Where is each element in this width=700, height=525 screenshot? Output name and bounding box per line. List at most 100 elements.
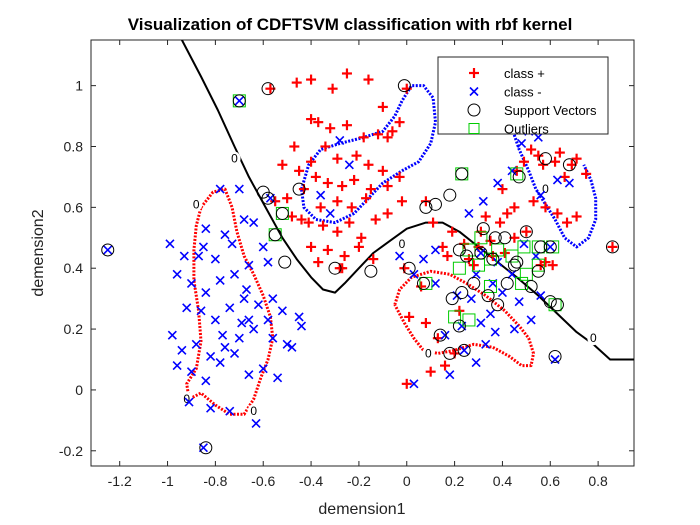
axis-ticks: -1.2 -1 -0.8 -0.6 -0.4 -0.2 0 0.2 0.4 0.6 0.8 -0.2 0… bbox=[59, 40, 634, 489]
legend-label: Support Vectors bbox=[504, 103, 597, 118]
class-minus-point bbox=[251, 418, 261, 428]
class-minus-point bbox=[325, 208, 335, 219]
class-minus-point bbox=[497, 287, 508, 298]
class-minus-point bbox=[282, 339, 292, 349]
class-minus-point bbox=[273, 373, 283, 383]
class-minus-point bbox=[536, 190, 546, 200]
contour-line-minus bbox=[393, 269, 535, 368]
legend-label: class - bbox=[504, 85, 542, 100]
class-minus-point bbox=[177, 345, 187, 355]
class-minus-point bbox=[526, 315, 536, 325]
support-vector-point bbox=[443, 188, 457, 202]
support-vector-point bbox=[548, 349, 562, 363]
class-minus-point bbox=[167, 330, 177, 340]
x-tick-label: 0.6 bbox=[541, 473, 561, 489]
class-minus-point bbox=[241, 284, 252, 295]
support-vector-point bbox=[455, 286, 469, 300]
class-minus-point bbox=[440, 330, 450, 340]
outlier-point bbox=[515, 276, 529, 290]
support-vector-point bbox=[538, 152, 552, 166]
outlier-point bbox=[452, 261, 466, 275]
class-minus-point bbox=[198, 242, 208, 252]
class-minus-point bbox=[517, 138, 527, 149]
x-tick-label: 0.4 bbox=[493, 473, 513, 489]
contour-label: 0 bbox=[399, 237, 406, 251]
class-minus-point bbox=[564, 178, 574, 188]
class-minus-point bbox=[493, 178, 503, 188]
support-vector-point bbox=[512, 170, 526, 184]
support-vector-point bbox=[562, 158, 576, 172]
class-minus-point bbox=[545, 242, 555, 252]
contour-label-bg bbox=[587, 331, 600, 346]
class-minus-point bbox=[244, 315, 254, 325]
x-tick-label: -0.8 bbox=[203, 473, 227, 489]
class-minus-point bbox=[215, 184, 225, 194]
class-minus-point bbox=[258, 364, 268, 374]
outlier-point bbox=[483, 279, 497, 293]
support-vector-point bbox=[101, 243, 115, 257]
class-minus-point bbox=[263, 257, 273, 267]
support-vector-point bbox=[488, 231, 502, 245]
support-vector-point bbox=[232, 94, 246, 108]
class-minus-point bbox=[244, 370, 254, 380]
support-vector-point bbox=[486, 252, 500, 266]
contour-label-bg bbox=[422, 346, 435, 361]
class-minus-point bbox=[481, 339, 491, 349]
class-minus-point bbox=[296, 321, 307, 331]
support-vector-point bbox=[261, 191, 275, 205]
support-vector-point bbox=[467, 276, 481, 290]
class-minus-point bbox=[268, 333, 278, 343]
support-vector-point bbox=[507, 258, 521, 272]
contour-line-minus bbox=[185, 187, 275, 416]
contour-label-bg bbox=[247, 404, 260, 419]
class-minus-point bbox=[485, 309, 496, 319]
class-minus-point bbox=[268, 294, 278, 304]
class-minus-point bbox=[229, 348, 240, 358]
class-minus-point bbox=[234, 96, 244, 106]
contour-label-bg bbox=[395, 236, 408, 251]
legend: class + class - Support Vectors Outliers bbox=[437, 56, 609, 137]
support-vector-point bbox=[275, 206, 289, 220]
support-vector-point bbox=[364, 264, 378, 278]
class-minus-point bbox=[476, 318, 486, 328]
y-tick-label: 0.4 bbox=[64, 260, 84, 276]
class-minus-point bbox=[490, 327, 500, 337]
contour-label-bg bbox=[190, 197, 203, 212]
x-tick-label: 0.8 bbox=[588, 473, 608, 489]
support-vector-point bbox=[445, 292, 459, 306]
class-minus-point bbox=[294, 312, 304, 322]
legend-box bbox=[437, 56, 609, 135]
class-minus-point bbox=[430, 245, 441, 255]
y-tick-label: 1 bbox=[75, 78, 83, 94]
class-minus-point bbox=[552, 175, 563, 185]
support-vector-point bbox=[476, 222, 490, 236]
contour-label: 0 bbox=[193, 197, 200, 211]
support-vector-point bbox=[481, 289, 495, 303]
y-tick-label: -0.2 bbox=[59, 443, 83, 459]
legend-icon-x bbox=[469, 86, 479, 97]
class-minus-point bbox=[186, 367, 197, 377]
class-minus-point bbox=[184, 397, 194, 407]
support-vector-point bbox=[328, 261, 342, 275]
support-vector-point bbox=[455, 167, 469, 181]
contour-line-plus bbox=[300, 84, 437, 225]
contour-label: 0 bbox=[542, 182, 549, 196]
support-vector-point bbox=[550, 298, 564, 312]
support-vector-point bbox=[531, 264, 545, 278]
support-vector-point bbox=[419, 200, 433, 214]
x-tick-label: -0.6 bbox=[251, 473, 275, 489]
outlier-point bbox=[462, 243, 476, 257]
contour-label: 0 bbox=[590, 331, 597, 345]
class-minus-point bbox=[210, 254, 220, 264]
class-minus-point bbox=[206, 403, 216, 413]
support-vector-point bbox=[457, 343, 471, 357]
class-minus-point bbox=[476, 248, 486, 258]
outlier-point bbox=[462, 313, 476, 327]
support-vector-point bbox=[498, 231, 512, 245]
legend-icon-circle bbox=[467, 103, 481, 117]
class-minus-point bbox=[316, 190, 326, 200]
class-minus-point bbox=[533, 132, 543, 142]
contour-line-plus bbox=[510, 127, 598, 249]
support-vector-point bbox=[519, 225, 533, 239]
y-tick-label: 0.2 bbox=[64, 321, 84, 337]
